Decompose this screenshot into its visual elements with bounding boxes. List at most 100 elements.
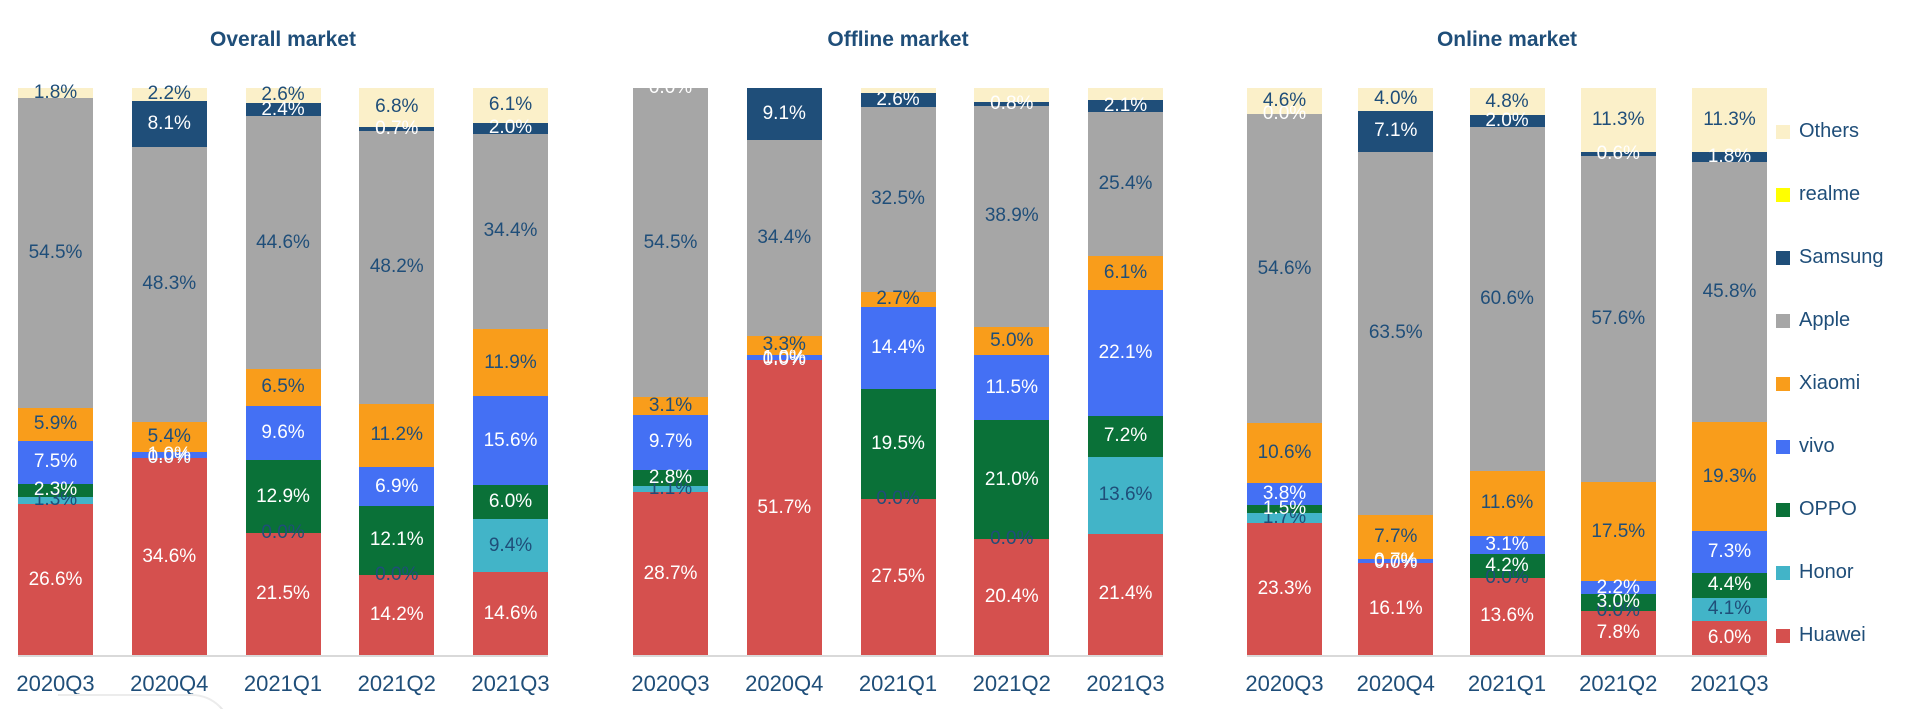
segment-samsung: 8.1%: [131, 100, 207, 147]
segment-xiaomi: 17.5%: [1580, 482, 1656, 582]
axis-label-2021Q2: 2021Q2: [1579, 671, 1658, 696]
stacked-bar-2020Q4: 16.1% 0.0% 0.0% 0.7% 7.7% 63.5% 7.1% 4.0% 2020Q4: [1357, 88, 1435, 696]
data-label-oppo: 2.8%: [648, 466, 693, 488]
plot-area: 23.3% 1.7% 1.5% 3.8% 10.6% 54.6% 0.0% 4.6% 2020Q…: [1245, 88, 1769, 696]
data-label-others: 11.3%: [1703, 109, 1756, 131]
legend-label: Huawei: [1799, 624, 1866, 646]
segment-samsung: 2.1%: [1088, 95, 1163, 116]
data-label-vivo: 9.7%: [648, 431, 693, 453]
chart-offline-market: Offline market 28.7% 1.1% 2.8% 9.7% 3.1% 54.5%…: [631, 0, 1164, 709]
corner-decoration: [58, 694, 232, 709]
data-label-huawei: 20.4%: [984, 586, 1039, 608]
axis-label-2021Q1: 2021Q1: [1467, 671, 1547, 696]
segment-samsung: 0.7%: [359, 118, 435, 139]
data-label-apple: 63.5%: [1368, 322, 1423, 344]
segment-samsung: 0.8%: [974, 93, 1050, 114]
segment-xiaomi: 2.7%: [860, 288, 936, 309]
data-label-oppo: 19.5%: [871, 432, 925, 454]
legend-swatch-others: [1776, 124, 1790, 139]
data-label-xiaomi: 5.9%: [33, 413, 78, 435]
data-label-xiaomi: 3.1%: [648, 395, 693, 417]
axis-label-2021Q2: 2021Q2: [972, 671, 1051, 696]
axis-label-2020Q3: 2020Q3: [1245, 671, 1324, 696]
segment-oppo: 2.3%: [18, 479, 93, 500]
segment-vivo: 15.6%: [473, 396, 548, 485]
segment-others: 1.8%: [18, 82, 93, 103]
data-label-apple: 60.6%: [1480, 287, 1534, 309]
segment-samsung: 2.0%: [473, 117, 548, 138]
axis-label-2020Q4: 2020Q4: [1356, 671, 1435, 696]
stacked-bar-2021Q2: 7.8% 0.0% 3.0% 2.2% 17.5% 57.6% 0.6% 11.3% 2021Q…: [1579, 88, 1657, 696]
axis-label-2021Q3: 2021Q3: [1086, 671, 1165, 696]
data-label-huawei: 6.0%: [1707, 626, 1752, 648]
legend-swatch-oppo: [1776, 502, 1790, 517]
data-label-vivo: 7.3%: [1707, 541, 1752, 563]
plot-area: 28.7% 1.1% 2.8% 9.7% 3.1% 54.5% 0.0% 2020Q3 51.7…: [631, 77, 1164, 696]
data-label-huawei: 28.7%: [643, 562, 698, 584]
legend-swatch-apple: [1776, 313, 1790, 328]
segment-xiaomi: 5.0%: [974, 326, 1050, 356]
legend-item-samsung: Samsung: [1776, 226, 1884, 289]
data-label-huawei: 13.6%: [1480, 605, 1534, 627]
data-label-oppo: 21.0%: [984, 468, 1039, 490]
data-label-xiaomi: 19.3%: [1702, 465, 1757, 487]
legend-item-realme: realme: [1776, 163, 1884, 226]
segment-oppo: 4.2%: [1469, 553, 1545, 578]
segment-samsung: 0.6%: [1580, 143, 1656, 164]
data-label-huawei: 14.2%: [369, 603, 424, 625]
data-label-samsung: 9.1%: [762, 102, 806, 124]
segment-honor: 9.4%: [473, 518, 548, 573]
segment-honor: 13.6%: [1088, 456, 1163, 534]
data-label-huawei: 34.6%: [142, 545, 197, 567]
segment-samsung: 9.1%: [746, 88, 822, 140]
segment-apple: 38.9%: [974, 106, 1050, 327]
stacked-bar-2021Q1: 21.5% 0.0% 12.9% 9.6% 6.5% 44.6% 2.4% 2.6% 2021Q…: [244, 84, 322, 696]
data-label-xiaomi: 6.1%: [1103, 262, 1148, 284]
data-label-others: 4.0%: [1374, 88, 1418, 110]
segment-oppo: 2.8%: [633, 467, 708, 488]
stacked-bar-2021Q2: 20.4% 0.0% 21.0% 11.5% 5.0% 38.9% 0.8% 2021Q2: [973, 88, 1051, 696]
axis-label-2020Q3: 2020Q3: [16, 671, 95, 696]
data-label-oppo: 7.2%: [1103, 425, 1148, 447]
segment-vivo: 11.5%: [974, 355, 1050, 421]
segment-huawei: 20.4%: [974, 539, 1050, 655]
data-label-honor: 9.4%: [488, 534, 533, 556]
data-label-apple: 45.8%: [1702, 281, 1757, 303]
axis-label-2020Q3: 2020Q3: [631, 671, 710, 696]
data-label-others: 4.8%: [1485, 90, 1529, 112]
data-label-xiaomi: 3.3%: [762, 334, 806, 356]
segment-vivo: 9.6%: [245, 405, 321, 461]
data-label-honor: 4.1%: [1707, 598, 1752, 620]
data-label-apple: 32.5%: [871, 188, 925, 210]
legend: Others realme Samsung Apple Xiaomi vivo OPPO Ho…: [1776, 100, 1884, 667]
segment-others: 6.1%: [473, 88, 548, 123]
segment-xiaomi: 7.7%: [1358, 514, 1434, 559]
data-label-huawei: 51.7%: [757, 496, 812, 518]
segment-xiaomi: 10.6%: [1247, 423, 1322, 484]
segment-xiaomi: 6.5%: [245, 368, 321, 406]
stacked-bar-2021Q2: 14.2% 0.0% 12.1% 6.9% 11.2% 48.2% 0.7% 6.8% 2021…: [358, 88, 436, 696]
segment-honor: 1.7%: [1247, 507, 1322, 528]
data-label-huawei: 21.4%: [1098, 583, 1153, 605]
legend-swatch-xiaomi: [1776, 376, 1790, 391]
data-label-huawei: 21.5%: [256, 583, 310, 605]
segment-oppo: 7.2%: [1088, 415, 1163, 457]
segment-others: 2.2%: [131, 83, 207, 104]
segment-oppo: 12.9%: [245, 460, 321, 534]
segment-honor: 1.3%: [18, 489, 93, 510]
segment-apple: 63.5%: [1358, 151, 1434, 515]
segment-huawei: 26.6%: [18, 504, 93, 655]
data-label-xiaomi: 11.2%: [370, 424, 423, 446]
stacked-bar-2021Q1: 27.5% 0.0% 19.5% 14.4% 2.7% 32.5% 2.6% 2021Q1: [859, 88, 937, 696]
segment-apple: 60.6%: [1469, 126, 1545, 471]
segment-apple: 54.5%: [633, 88, 708, 398]
segment-vivo: 3.8%: [1247, 483, 1322, 505]
legend-label: Others: [1799, 120, 1860, 142]
data-label-huawei: 23.3%: [1257, 578, 1312, 600]
segment-oppo: 12.1%: [359, 506, 435, 575]
data-label-apple: 54.6%: [1257, 257, 1312, 279]
segment-others: 2.6%: [245, 84, 321, 105]
chart-title: Online market: [1436, 28, 1578, 51]
chart-title: Offline market: [827, 28, 969, 51]
